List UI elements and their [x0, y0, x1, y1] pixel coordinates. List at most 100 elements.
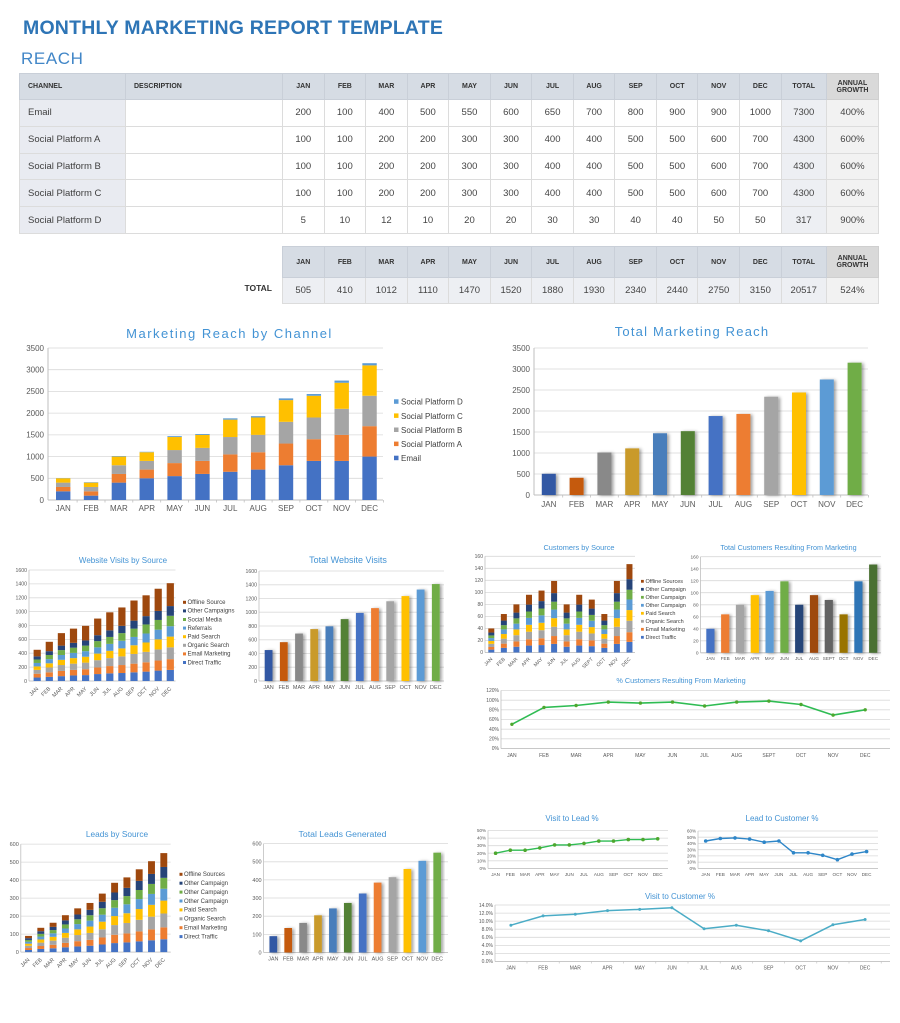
svg-text:Customers by Source: Customers by Source: [543, 543, 614, 552]
svg-text:SEP: SEP: [387, 957, 398, 963]
svg-text:FEB: FEB: [83, 504, 99, 513]
svg-text:DEC: DEC: [161, 686, 173, 698]
svg-text:SEP: SEP: [125, 686, 137, 698]
svg-text:FEB: FEB: [539, 753, 549, 759]
svg-text:FEB: FEB: [538, 966, 548, 972]
svg-text:JUN: JUN: [342, 957, 353, 963]
svg-text:NOV: NOV: [818, 500, 836, 509]
svg-text:SEPT: SEPT: [581, 657, 594, 670]
svg-text:APR: APR: [750, 656, 760, 661]
svg-text:JAN: JAN: [701, 872, 710, 877]
svg-text:OCT: OCT: [795, 966, 806, 972]
svg-text:MAY: MAY: [76, 686, 89, 699]
svg-text:FEB: FEB: [283, 957, 294, 963]
svg-text:JUN: JUN: [339, 685, 350, 691]
svg-text:JAN: JAN: [541, 500, 556, 509]
svg-text:60%: 60%: [489, 717, 500, 723]
svg-text:40: 40: [477, 626, 483, 632]
svg-text:JUN: JUN: [546, 656, 557, 667]
svg-text:Organic Search: Organic Search: [184, 917, 226, 923]
svg-text:MAR: MAR: [735, 656, 746, 661]
svg-text:140: 140: [475, 566, 484, 572]
svg-text:JAN: JAN: [268, 957, 278, 963]
svg-text:30%: 30%: [477, 843, 486, 848]
svg-text:1600: 1600: [15, 568, 27, 574]
svg-text:Total Website Visits: Total Website Visits: [309, 555, 387, 565]
svg-text:JAN: JAN: [20, 957, 32, 969]
svg-text:100%: 100%: [486, 698, 499, 704]
svg-text:JUN: JUN: [668, 753, 678, 759]
svg-text:3000: 3000: [512, 365, 530, 374]
svg-text:MAY: MAY: [652, 500, 669, 509]
svg-text:MAY: MAY: [68, 957, 81, 970]
svg-text:50%: 50%: [477, 828, 486, 833]
svg-text:JUL: JUL: [223, 504, 238, 513]
svg-text:JUL: JUL: [355, 685, 365, 691]
svg-text:JUN: JUN: [680, 500, 696, 509]
svg-text:Email Marketing: Email Marketing: [184, 926, 227, 932]
svg-text:Lead to Customer %: Lead to Customer %: [746, 814, 819, 823]
svg-text:Other Campaign: Other Campaign: [646, 587, 686, 593]
svg-text:OCT: OCT: [400, 685, 412, 691]
svg-text:JUL: JUL: [102, 686, 113, 697]
svg-text:0: 0: [259, 950, 262, 956]
svg-text:MAR: MAR: [571, 753, 583, 759]
svg-text:OCT: OCT: [596, 657, 608, 669]
svg-text:Social Media: Social Media: [188, 617, 223, 623]
svg-text:100: 100: [10, 932, 19, 938]
svg-text:JUL: JUL: [708, 500, 723, 509]
svg-text:2500: 2500: [26, 387, 44, 396]
svg-text:160: 160: [690, 554, 698, 560]
svg-text:SEP: SEP: [818, 872, 827, 877]
svg-text:0: 0: [40, 496, 45, 505]
svg-text:Other Campaign: Other Campaign: [184, 890, 228, 896]
svg-text:AUG: AUG: [735, 500, 752, 509]
svg-text:NOV: NOV: [333, 504, 351, 513]
svg-text:Paid Search: Paid Search: [184, 908, 217, 914]
svg-text:Other Campaign: Other Campaign: [184, 899, 228, 905]
svg-text:JUN: JUN: [195, 504, 211, 513]
svg-text:2000: 2000: [26, 409, 44, 418]
svg-text:MAR: MAR: [110, 504, 128, 513]
svg-text:AUG: AUG: [803, 872, 813, 877]
svg-text:120: 120: [475, 578, 484, 584]
svg-text:SEP: SEP: [278, 504, 294, 513]
svg-text:AUG: AUG: [112, 686, 125, 699]
svg-text:300: 300: [252, 896, 261, 902]
svg-text:MAY: MAY: [759, 872, 769, 877]
svg-text:NOV: NOV: [416, 957, 428, 963]
svg-text:OCT: OCT: [402, 957, 414, 963]
svg-text:100: 100: [475, 590, 484, 596]
svg-text:OCT: OCT: [839, 656, 849, 661]
svg-text:Email: Email: [401, 454, 421, 463]
svg-text:1000: 1000: [245, 610, 257, 616]
svg-text:Visit to Lead %: Visit to Lead %: [545, 814, 598, 823]
svg-text:MAY: MAY: [324, 685, 336, 691]
svg-text:40: 40: [693, 627, 699, 633]
svg-text:AUG: AUG: [369, 685, 381, 691]
svg-text:60%: 60%: [687, 829, 696, 834]
svg-text:DEC: DEC: [621, 656, 633, 668]
svg-text:MAR: MAR: [297, 957, 309, 963]
svg-text:APR: APR: [56, 957, 68, 969]
svg-text:JUL: JUL: [559, 656, 570, 667]
svg-text:SEP: SEP: [763, 500, 779, 509]
svg-text:20: 20: [693, 639, 699, 645]
svg-text:MAR: MAR: [730, 872, 741, 877]
svg-text:JUN: JUN: [81, 957, 93, 969]
svg-text:MAR: MAR: [596, 500, 614, 509]
svg-text:JUN: JUN: [89, 686, 101, 698]
svg-text:MAY: MAY: [634, 966, 645, 972]
svg-text:APR: APR: [624, 500, 641, 509]
svg-text:FEB: FEB: [716, 872, 725, 877]
svg-text:APR: APR: [520, 656, 532, 668]
svg-text:1000: 1000: [512, 449, 530, 458]
svg-text:JAN: JAN: [483, 656, 494, 667]
svg-text:APR: APR: [745, 872, 755, 877]
svg-text:8.0%: 8.0%: [482, 927, 494, 933]
svg-text:400: 400: [248, 651, 257, 657]
svg-text:MAY: MAY: [533, 656, 545, 668]
svg-text:0%: 0%: [492, 746, 500, 752]
svg-text:Total Customers Resulting From: Total Customers Resulting From Marketing: [720, 543, 856, 552]
svg-text:600: 600: [248, 638, 257, 644]
